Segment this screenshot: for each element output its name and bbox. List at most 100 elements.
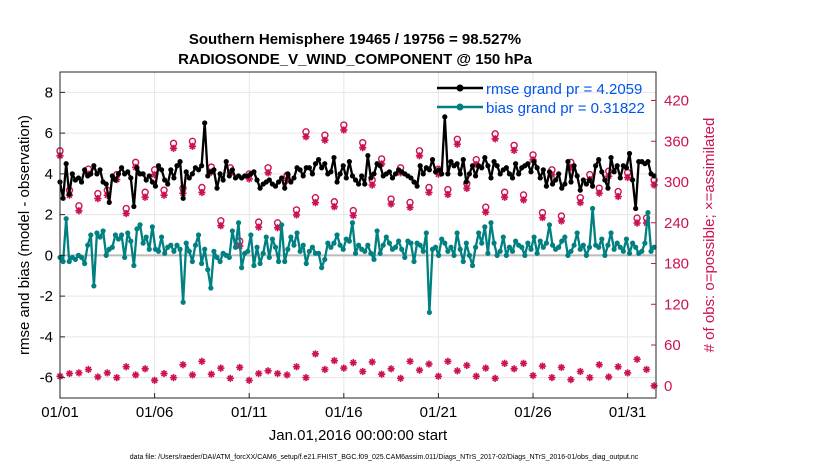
rmse-point — [540, 167, 546, 173]
rmse-point — [106, 199, 112, 205]
obs-assimilated-marker — [264, 367, 272, 375]
bias-point — [149, 224, 155, 230]
rmse-point — [457, 171, 463, 177]
rmse-point — [356, 181, 362, 187]
rmse-point — [525, 161, 531, 167]
bias-point — [171, 248, 177, 254]
bias-point — [460, 258, 466, 265]
obs-assimilated-marker — [75, 207, 83, 215]
obs-assimilated-marker — [396, 374, 405, 382]
bias-point — [146, 246, 152, 252]
obs-assimilated-stroke — [255, 224, 262, 231]
bias-point — [239, 265, 245, 271]
bias-point — [174, 242, 180, 248]
bias-point — [509, 248, 516, 254]
rmse-point — [392, 171, 399, 177]
obs-assimilated-stroke — [558, 364, 565, 371]
rmse-point — [94, 171, 100, 177]
obs-assimilated-stroke — [170, 374, 177, 381]
bias-point — [97, 234, 103, 240]
obs-assimilated-marker — [132, 371, 140, 379]
bias-point — [195, 232, 202, 238]
rmse-point — [220, 177, 226, 183]
obs-assimilated-marker — [624, 369, 632, 377]
rmse-point — [389, 175, 396, 181]
obs-assimilated-marker — [548, 374, 556, 382]
obs-assimilated-marker — [217, 364, 225, 372]
bias-point — [85, 242, 91, 248]
obs-assimilated-marker — [292, 363, 301, 371]
obs-assimilated-marker — [538, 362, 547, 370]
rmse-point — [445, 171, 451, 177]
obs-assimilated-stroke — [217, 222, 224, 229]
rmse-point — [91, 163, 97, 169]
rmse-point — [479, 165, 485, 171]
rmse-point — [282, 185, 288, 191]
rmse-point — [556, 171, 562, 177]
obs-assimilated-marker — [359, 144, 367, 152]
obs-assimilated-stroke — [577, 368, 584, 375]
x-tick-label: 01/16 — [325, 404, 363, 421]
rmse-point — [553, 177, 559, 183]
rmse-point — [472, 173, 479, 179]
obs-assimilated-stroke — [113, 374, 120, 381]
rmse-point — [275, 179, 282, 185]
bias-point — [506, 244, 513, 250]
bias-point — [605, 242, 611, 248]
obs-assimilated-stroke — [511, 365, 518, 372]
bias-point — [128, 238, 134, 244]
bias-point — [626, 250, 633, 256]
obs-assimilated-marker — [415, 152, 424, 160]
rmse-point — [460, 157, 466, 163]
bias-point — [491, 240, 497, 246]
rmse-point — [183, 169, 189, 175]
obs-assimilated-marker — [444, 190, 452, 199]
rmse-point — [411, 179, 417, 185]
obs-assimilated-stroke — [217, 365, 224, 372]
bias-point — [479, 240, 485, 246]
rmse-point — [328, 169, 334, 175]
rmse-point — [365, 152, 371, 159]
bias-point — [451, 252, 457, 258]
rmse-point — [352, 177, 359, 183]
rmse-point — [171, 175, 177, 181]
bias-point — [454, 230, 460, 236]
obs-assimilated-stroke — [302, 374, 310, 381]
rmse-point — [97, 167, 103, 173]
bias-point — [445, 248, 451, 254]
legend: rmse grand pr = 4.2059 bias grand pr = 0… — [437, 81, 645, 117]
x-axis-label: Jan.01,2016 00:00:00 start — [269, 427, 448, 444]
rmse-point — [562, 181, 568, 187]
obs-assimilated-stroke — [416, 367, 423, 374]
obs-assimilated-stroke — [369, 181, 376, 189]
bias-point — [599, 236, 605, 242]
obs-assimilated-marker — [368, 181, 376, 189]
bias-point — [469, 262, 476, 269]
bias-point — [158, 234, 165, 240]
obs-assimilated-marker — [302, 374, 310, 382]
bias-point — [63, 216, 69, 222]
obs-assimilated-marker — [491, 135, 499, 143]
rmse-point — [140, 171, 146, 177]
obs-assimilated-stroke — [255, 370, 262, 377]
obs-assimilated-marker — [501, 359, 509, 367]
rmse-point — [485, 163, 491, 169]
obs-assimilated-marker — [387, 365, 395, 373]
obs-assimilated-stroke — [236, 364, 243, 371]
rmse-point — [596, 157, 602, 163]
y-left-tick-label: -6 — [40, 370, 53, 387]
obs-assimilated-stroke — [643, 366, 650, 373]
rmse-series-layer — [57, 114, 657, 212]
rmse-point — [146, 173, 152, 179]
bias-point — [549, 242, 556, 248]
bias-point — [100, 228, 106, 234]
rmse-point — [645, 159, 651, 165]
obs-assimilated-stroke — [350, 212, 357, 219]
bias-point — [140, 240, 146, 246]
rmse-point — [180, 195, 186, 201]
obs-assimilated-marker — [642, 365, 651, 374]
obs-assimilated-stroke — [198, 189, 205, 196]
rmse-point — [546, 169, 553, 175]
rmse-point — [426, 167, 433, 173]
rmse-point — [448, 159, 454, 165]
